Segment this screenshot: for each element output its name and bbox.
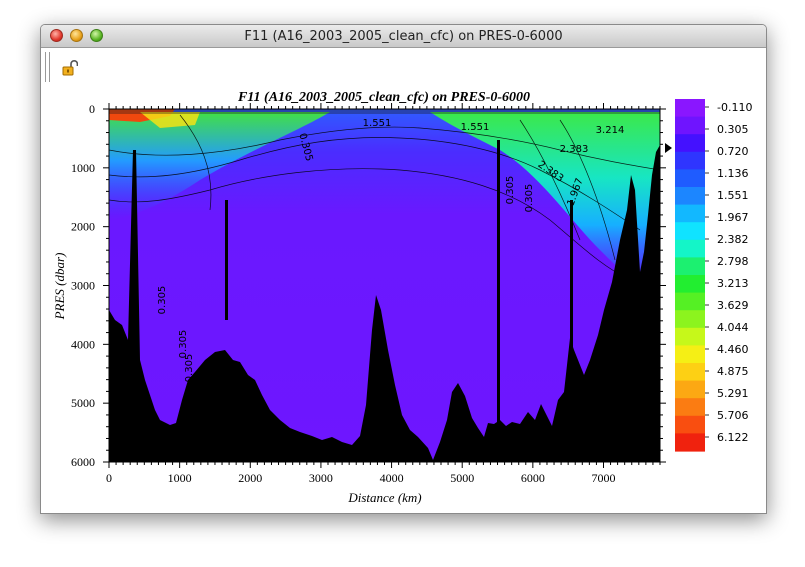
colorbar-label: 4.460: [717, 343, 749, 356]
colorbar: -0.110 0.305 0.720 1.136 1.551 1.967 2.382 2.79…: [675, 99, 752, 452]
contour-label: 0.305: [157, 286, 168, 315]
colorbar-label: 3.213: [717, 277, 749, 290]
x-axis-label: Distance (km): [347, 490, 421, 505]
colorbar-label: -0.110: [717, 101, 752, 114]
contour-label: 2.383: [560, 144, 589, 155]
colorbar-label: 2.382: [717, 233, 749, 246]
colorbar-swatch: [675, 239, 705, 258]
x-tick-label: 5000: [450, 471, 474, 485]
y-tick-label: 1000: [71, 161, 95, 175]
colorbar-label: 1.967: [717, 211, 749, 224]
colorbar-label: 3.629: [717, 299, 749, 312]
colorbar-swatch: [675, 151, 705, 170]
colorbar-swatch: [675, 99, 705, 118]
contour-label: 1.551: [461, 122, 490, 133]
chart-title: F11 (A16_2003_2005_clean_cfc) on PRES-0-…: [237, 90, 530, 105]
colorbar-swatch: [675, 415, 705, 434]
y-tick-label: 0: [89, 102, 95, 116]
bottom-topography: [109, 145, 660, 462]
y-tick-label: 4000: [71, 337, 95, 351]
colorbar-swatch: [675, 292, 705, 311]
x-tick-label: 1000: [168, 471, 192, 485]
colorbar-pointer-icon[interactable]: [665, 143, 672, 153]
y-tick-label: 3000: [71, 279, 95, 293]
colorbar-swatch: [675, 169, 705, 188]
x-tick-label: 2000: [238, 471, 262, 485]
lock-open-icon[interactable]: [62, 59, 78, 77]
colorbar-swatch: [675, 116, 705, 135]
y-tick-label: 5000: [71, 396, 95, 410]
colorbar-swatch: [675, 433, 705, 452]
contour-label: 0.305: [505, 176, 516, 205]
x-tick-label: 0: [106, 471, 112, 485]
y-axis-label: PRES (dbar): [52, 253, 67, 321]
x-axis: 0 1000 2000 3000 4000 5000 6000 7000: [106, 103, 661, 485]
colorbar-label: 1.551: [717, 189, 749, 202]
colorbar-label: 6.122: [717, 431, 749, 444]
colorbar-swatch: [675, 398, 705, 417]
y-axis: 0 1000 2000 3000 4000 5000 6000: [71, 102, 666, 469]
colorbar-label: 0.305: [717, 123, 749, 136]
colorbar-label: 4.044: [717, 321, 749, 334]
trenches: [225, 140, 573, 440]
x-tick-label: 3000: [309, 471, 333, 485]
minimize-button[interactable]: [70, 29, 83, 42]
contour-label: 1.551: [363, 118, 392, 129]
colorbar-swatch: [675, 310, 705, 329]
colorbar-swatch: [675, 204, 705, 223]
contour-label: 3.214: [596, 125, 625, 136]
x-tick-label: 4000: [380, 471, 404, 485]
colorbar-swatch: [675, 363, 705, 382]
colorbar-swatch: [675, 275, 705, 294]
window-title: F11 (A16_2003_2005_clean_cfc) on PRES-0-…: [244, 29, 563, 44]
colorbar-label: 5.706: [717, 409, 749, 422]
colorbar-label: 4.875: [717, 365, 749, 378]
colorbar-label: 5.291: [717, 387, 749, 400]
contour-label: 0.305: [178, 330, 189, 359]
toolbar-grip[interactable]: [45, 52, 50, 82]
colorbar-swatch: [675, 380, 705, 399]
colorbar-label: 1.136: [717, 167, 749, 180]
contour-lines: [109, 114, 660, 281]
colorbar-swatch: [675, 257, 705, 276]
zoom-button[interactable]: [90, 29, 103, 42]
x-tick-label: 7000: [591, 471, 615, 485]
title-bar[interactable]: F11 (A16_2003_2005_clean_cfc) on PRES-0-…: [41, 25, 766, 48]
y-tick-label: 6000: [71, 455, 95, 469]
y-tick-label: 2000: [71, 220, 95, 234]
colorbar-swatch: [675, 134, 705, 153]
colorbar-label: 0.720: [717, 145, 749, 158]
contour-label: 0.305: [524, 184, 535, 213]
colorbar-label: 2.798: [717, 255, 749, 268]
colorbar-swatch: [675, 222, 705, 241]
colorbar-swatch: [675, 345, 705, 364]
x-tick-label: 6000: [521, 471, 545, 485]
contour-label: 0.305: [184, 354, 195, 383]
colorbar-swatch: [675, 327, 705, 346]
colorbar-swatch: [675, 187, 705, 206]
close-button[interactable]: [50, 29, 63, 42]
